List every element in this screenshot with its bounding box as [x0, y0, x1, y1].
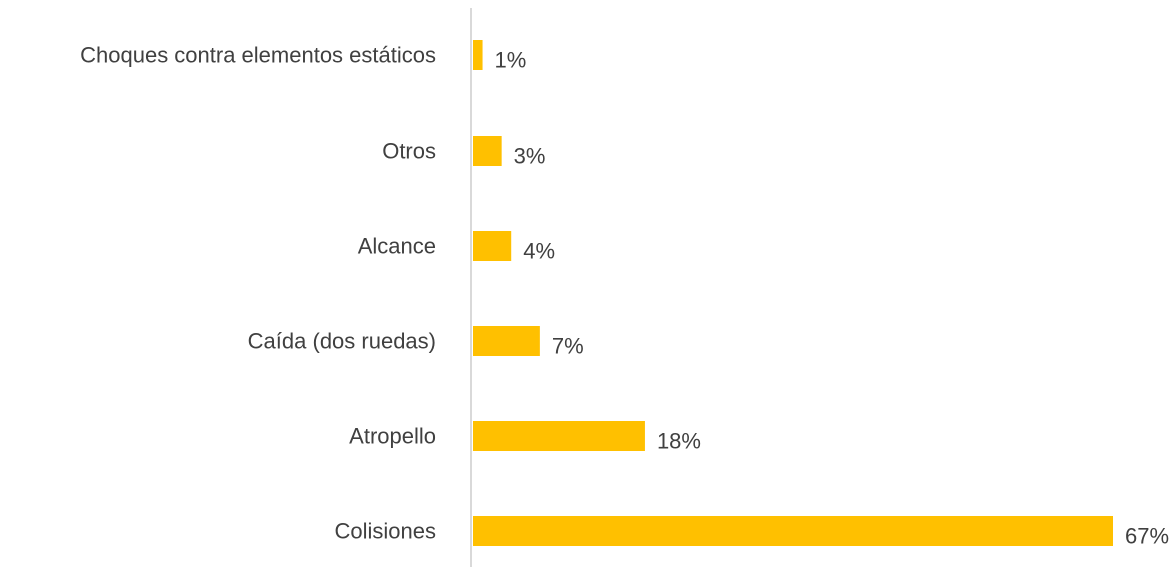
bar: [473, 40, 483, 70]
value-label: 3%: [514, 144, 546, 169]
bar: [473, 421, 645, 451]
value-label: 4%: [523, 239, 555, 264]
value-label: 7%: [552, 334, 584, 359]
category-label: Colisiones: [335, 519, 437, 544]
bar: [473, 516, 1113, 546]
category-label: Caída (dos ruedas): [248, 329, 436, 354]
category-label: Atropello: [349, 424, 436, 449]
value-label: 1%: [495, 48, 527, 73]
category-labels-group: Choques contra elementos estáticos Otros A…: [80, 43, 436, 544]
category-label: Otros: [382, 139, 436, 164]
bars-group: [473, 40, 1113, 546]
value-label: 67%: [1125, 524, 1169, 549]
value-label: 18%: [657, 429, 701, 454]
category-label: Choques contra elementos estáticos: [80, 43, 436, 68]
value-labels-group: 1% 3% 4% 7% 18% 67%: [495, 48, 1169, 549]
bar: [473, 136, 502, 166]
category-label: Alcance: [358, 234, 436, 259]
bar: [473, 326, 540, 356]
bar: [473, 231, 512, 261]
